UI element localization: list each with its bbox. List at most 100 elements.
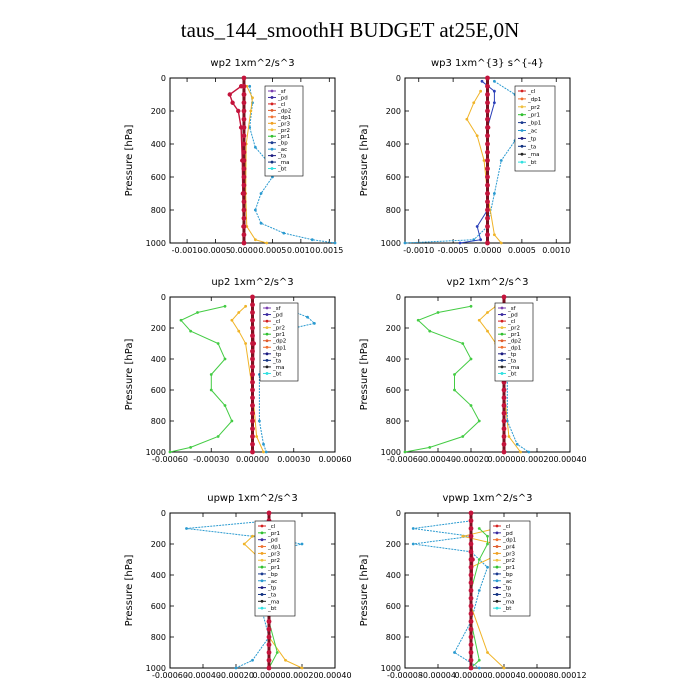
cl-marker — [241, 125, 247, 130]
legend-marker — [500, 319, 504, 323]
legend-label: _ma — [527, 152, 539, 158]
data-point — [284, 658, 287, 662]
data-point — [236, 108, 241, 114]
y-tick-label: 800 — [151, 206, 166, 215]
series-line-pr2 — [462, 528, 505, 669]
x-tick-label: 0.0005 — [258, 246, 286, 255]
y-tick-label: 600 — [386, 386, 401, 395]
data-point — [259, 221, 263, 225]
x-tick-label: -0.0005 — [438, 246, 469, 255]
data-point — [486, 565, 489, 569]
data-point — [185, 527, 188, 530]
legend-marker — [520, 97, 524, 101]
legend-label: _pr2 — [272, 326, 285, 332]
legend-label: _pr1 — [277, 134, 290, 140]
legend-marker — [260, 593, 264, 596]
cl-marker — [468, 657, 474, 663]
legend-label: _dp2 — [277, 108, 291, 114]
panel-title: wp3 1xm^{3} s^{-4} — [431, 58, 544, 69]
legend-marker — [270, 160, 274, 164]
legend-label: _dp1 — [502, 538, 516, 544]
cl-marker — [468, 642, 474, 648]
data-point — [275, 651, 279, 654]
cl-marker — [485, 199, 490, 205]
data-point — [436, 311, 440, 314]
plot-frame — [404, 512, 571, 669]
cl-marker — [501, 403, 507, 408]
y-tick-label: 0 — [161, 509, 166, 518]
data-point — [237, 329, 241, 333]
legend-marker — [500, 313, 504, 316]
cl-marker — [241, 108, 247, 114]
legend-marker — [520, 160, 524, 164]
legend-marker — [500, 332, 504, 336]
page-title: taus_144_smoothH BUDGET at25E,0N — [180, 18, 520, 42]
cl-marker — [241, 224, 247, 229]
cl-marker — [241, 174, 247, 180]
legend-marker — [260, 565, 264, 569]
cl-marker — [241, 92, 247, 97]
data-point — [461, 435, 465, 438]
data-point — [265, 241, 269, 245]
y-tick-label: 400 — [151, 355, 166, 364]
cl-marker — [468, 518, 474, 524]
cl-marker — [485, 215, 490, 221]
cl-marker — [485, 182, 490, 188]
series-line-pr2 — [245, 86, 267, 244]
x-tick-label: -0.00060 — [152, 455, 188, 464]
cl-marker — [250, 364, 255, 370]
data-point — [223, 304, 227, 308]
data-point — [499, 241, 503, 245]
cl-marker — [241, 141, 247, 147]
cl-marker — [250, 441, 255, 447]
legend-label: _bp — [277, 141, 288, 147]
legend-label: _pr3 — [277, 121, 291, 127]
legend-label: _ac — [277, 147, 287, 153]
data-point — [259, 192, 263, 195]
data-point — [428, 445, 432, 449]
x-tick-label: 0.00020 — [285, 671, 318, 680]
legend-label: _dp1 — [507, 345, 521, 351]
cl-marker — [266, 619, 272, 624]
cl-marker — [241, 100, 247, 106]
y-tick-label: 400 — [386, 355, 401, 364]
x-tick-label: -0.00008 — [387, 671, 423, 680]
panel-title: wp2 1xm^2/s^3 — [210, 58, 294, 69]
legend-marker — [260, 606, 264, 610]
data-point — [251, 658, 254, 662]
legend-label: _pd — [507, 313, 518, 319]
data-point — [477, 527, 481, 530]
data-point — [253, 208, 257, 212]
legend-label: _ta — [277, 154, 286, 160]
legend-marker — [260, 551, 264, 555]
y-tick-label: 200 — [151, 107, 166, 116]
data-point — [251, 534, 254, 538]
legend-label: _pr3 — [267, 551, 281, 557]
legend-marker — [500, 306, 504, 310]
legend-label: _pr2 — [507, 326, 520, 332]
legend-label: _pr1 — [502, 565, 515, 571]
y-axis-label: Pressure [hPa] — [359, 125, 370, 197]
data-point — [475, 225, 479, 228]
cl-marker — [468, 665, 474, 671]
y-tick-label: 600 — [386, 173, 401, 182]
cl-marker — [250, 426, 255, 432]
x-tick-label: 0.0010 — [287, 246, 315, 255]
data-point — [227, 92, 232, 97]
x-tick-label: 0.00008 — [520, 671, 553, 680]
data-point — [519, 450, 522, 454]
legend-label: _pr3 — [502, 551, 516, 557]
legend-label: _tp — [507, 352, 517, 358]
data-point — [403, 241, 407, 245]
cl-marker — [468, 510, 474, 516]
data-point — [492, 101, 496, 105]
cl-marker — [250, 403, 255, 408]
data-point — [505, 419, 509, 423]
data-point — [168, 450, 172, 454]
x-tick-label: 0.0010 — [542, 246, 570, 255]
cl-marker — [485, 158, 490, 163]
legend-marker — [270, 147, 274, 151]
cl-marker — [501, 441, 507, 447]
legend-label: _ac — [267, 579, 277, 585]
x-tick-label: -0.00020 — [453, 455, 489, 464]
